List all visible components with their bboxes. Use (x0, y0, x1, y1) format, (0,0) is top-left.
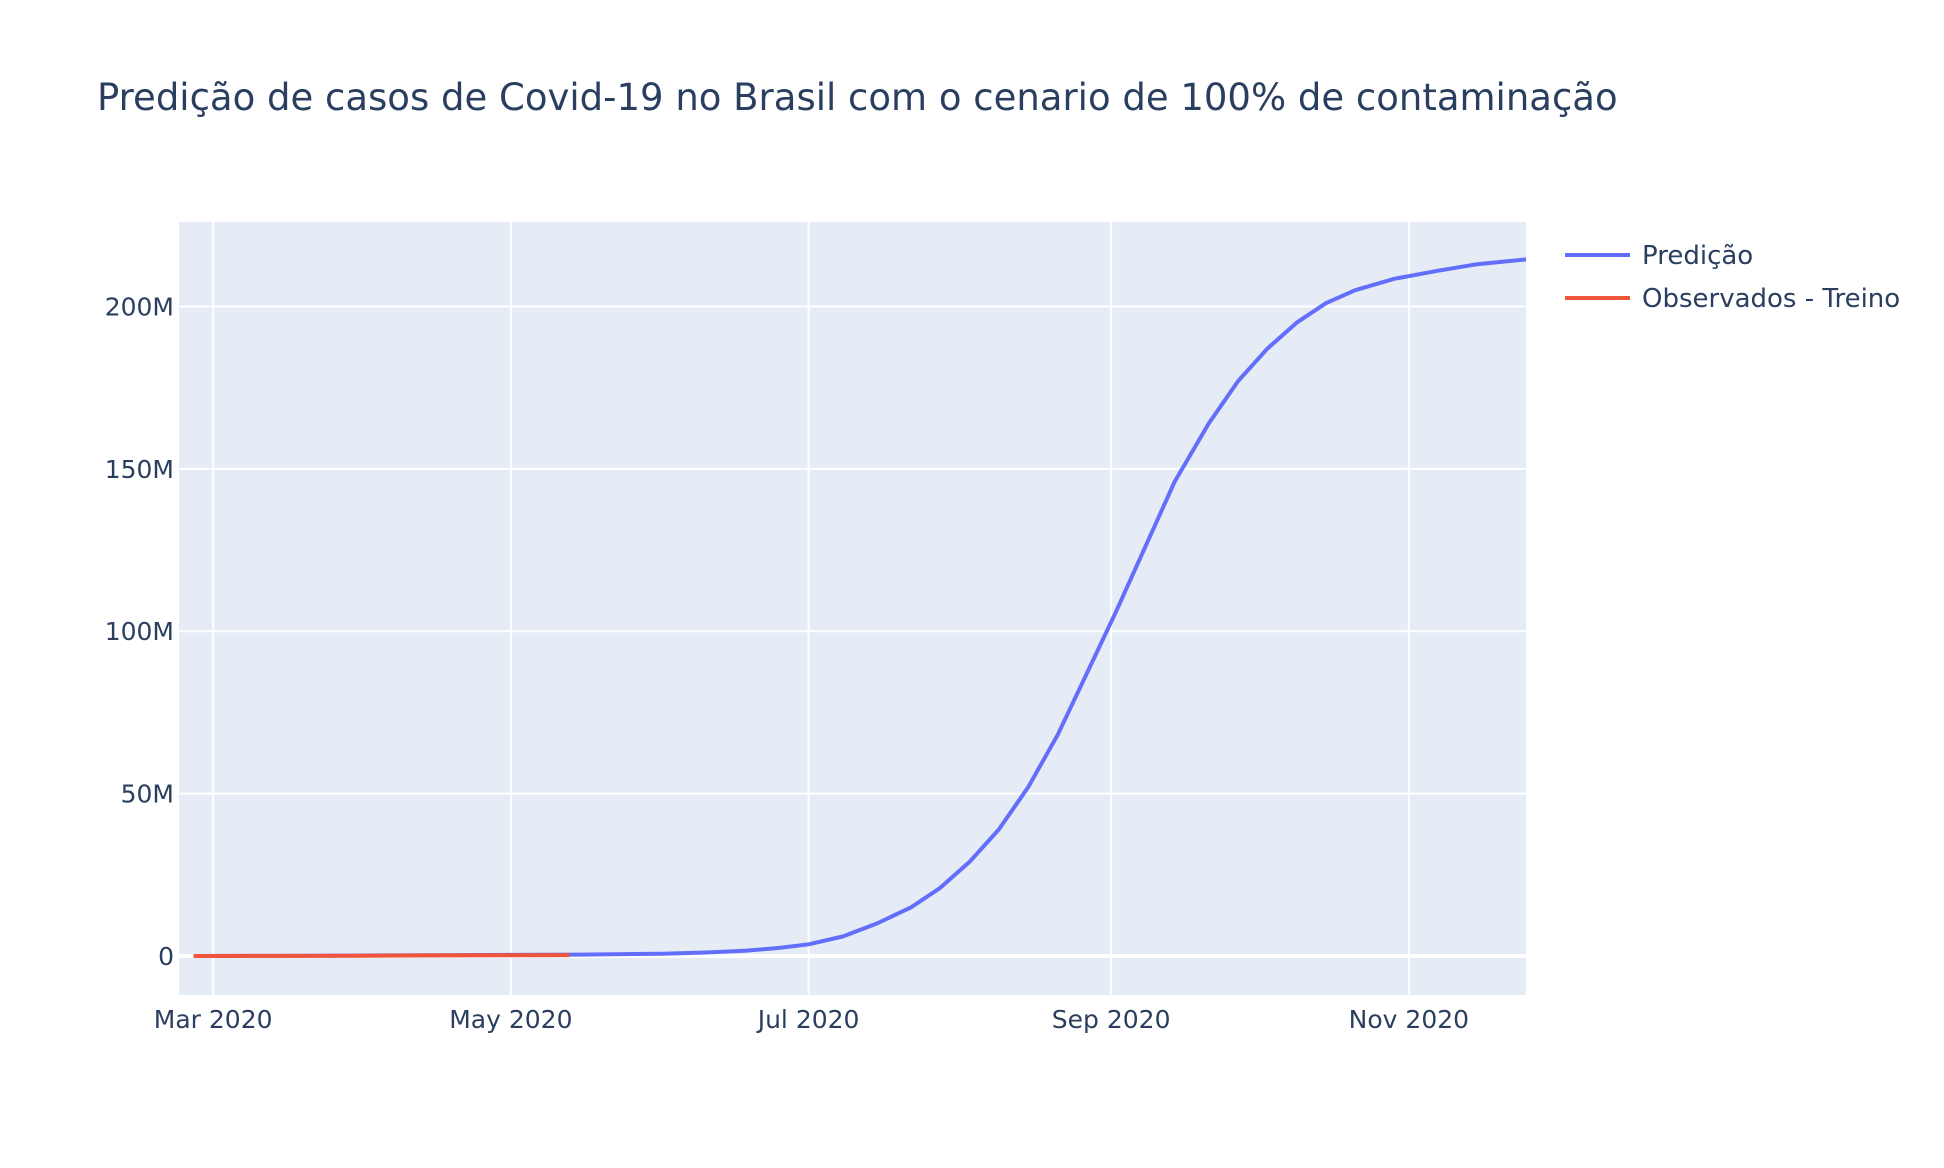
legend-item[interactable]: Predição (1565, 241, 1753, 271)
x-tick-label: Jul 2020 (756, 1005, 860, 1034)
y-tick-label: 100M (105, 617, 174, 646)
legend-item[interactable]: Observados - Treino (1565, 284, 1900, 314)
grid (179, 222, 1526, 995)
y-tick-label: 0 (158, 942, 174, 971)
y-axis: 0 50M 100M 150M 200M (105, 292, 174, 971)
x-axis: Mar 2020 May 2020 Jul 2020 Sep 2020 Nov 2020 (154, 1005, 1469, 1034)
series-layer (193, 257, 1527, 958)
series-line-predicao (193, 257, 1527, 958)
chart-title: Predição de casos de Covid-19 no Brasil … (97, 76, 1618, 119)
legend-label: Observados - Treino (1642, 284, 1900, 314)
x-tick-label: May 2020 (449, 1005, 572, 1034)
y-tick-label: 200M (105, 292, 174, 321)
y-tick-label: 50M (121, 780, 174, 809)
legend-label: Predição (1642, 241, 1753, 271)
series-line-observados-treino (193, 953, 570, 958)
legend[interactable]: Predição Observados - Treino (1565, 241, 1900, 314)
plot-area (179, 222, 1526, 995)
x-tick-label: Sep 2020 (1052, 1005, 1171, 1034)
x-tick-label: Nov 2020 (1349, 1005, 1469, 1034)
x-tick-label: Mar 2020 (154, 1005, 273, 1034)
y-tick-label: 150M (105, 455, 174, 484)
